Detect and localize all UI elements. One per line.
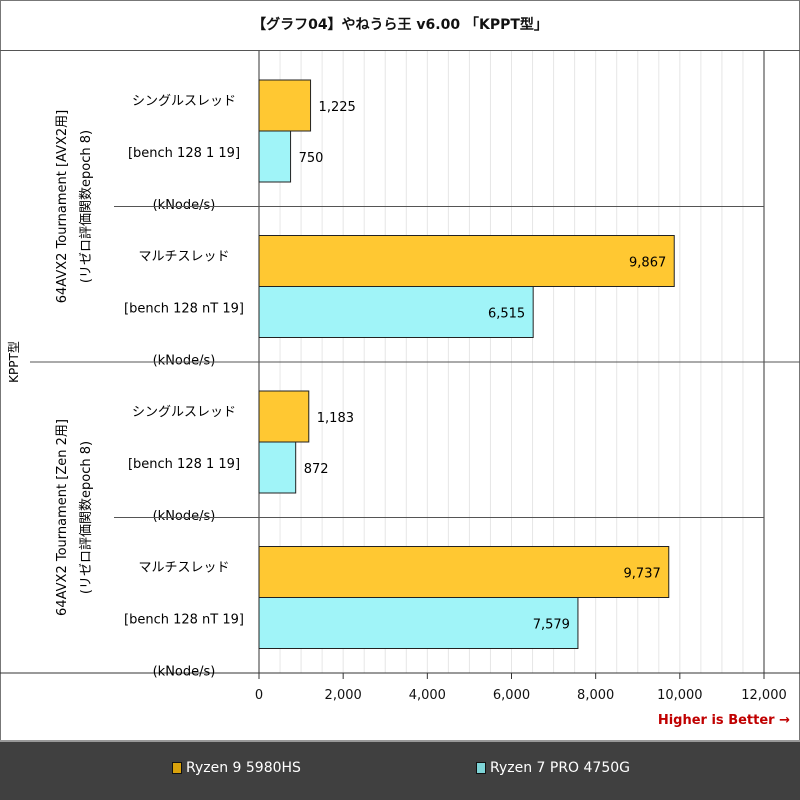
category-label: シングルスレッド	[132, 405, 236, 420]
bar-chart: 0 2,000 4,000 6,000 8,000 10,000 12,000 KPPT型 64…	[0, 51, 800, 703]
legend: Ryzen 9 5980HS Ryzen 7 PRO 4750G	[0, 740, 800, 800]
legend-swatch	[172, 762, 182, 774]
higher-is-better-note: Higher is Better →	[657, 713, 790, 728]
bar-ryzen9	[258, 79, 312, 132]
x-tick-label: 10,000	[657, 688, 703, 703]
x-tick-label: 8,000	[577, 688, 614, 703]
group-label: (リゼロ評価関数epoch 8)	[79, 441, 94, 594]
data-label: 1,183	[317, 411, 354, 426]
bar-ryzen7	[258, 130, 292, 183]
category-label: (kNode/s)	[153, 198, 216, 213]
bar-ryzen9	[258, 546, 670, 598]
category-label: マルチスレッド	[138, 561, 229, 576]
group-label: 64AVX2 Tournament [AVX2用]	[55, 110, 70, 303]
bar-ryzen7	[258, 441, 297, 494]
data-label: 6,515	[488, 307, 525, 322]
category-label: (kNode/s)	[153, 509, 216, 524]
category-label: [bench 128 nT 19]	[124, 302, 244, 317]
category-label: (kNode/s)	[153, 665, 216, 680]
data-label: 750	[299, 151, 324, 166]
x-tick-label: 2,000	[325, 688, 362, 703]
x-tick-label: 6,000	[493, 688, 530, 703]
bar-ryzen7	[258, 597, 579, 649]
x-tick-label: 12,000	[741, 688, 787, 703]
bar-ryzen7	[258, 286, 534, 338]
group-label: (リゼロ評価関数epoch 8)	[79, 130, 94, 283]
category-label: (kNode/s)	[153, 354, 216, 369]
category-label: [bench 128 1 19]	[128, 457, 240, 472]
category-label: [bench 128 nT 19]	[124, 613, 244, 628]
data-label: 1,225	[319, 100, 356, 115]
bar-ryzen9	[258, 235, 675, 287]
x-tick-label: 0	[255, 688, 263, 703]
legend-swatch	[476, 762, 486, 774]
category-label: シングルスレッド	[132, 94, 236, 109]
data-label: 872	[304, 462, 329, 477]
category-label: [bench 128 1 19]	[128, 146, 240, 161]
legend-item-ryzen9: Ryzen 9 5980HS	[172, 760, 301, 776]
data-label: 7,579	[533, 618, 570, 633]
category-label: マルチスレッド	[138, 250, 229, 265]
outer-group-label: KPPT型	[7, 341, 21, 383]
data-label: 9,737	[624, 567, 661, 582]
bar-ryzen9	[258, 390, 310, 443]
data-label: 9,867	[629, 256, 666, 271]
legend-label: Ryzen 7 PRO 4750G	[490, 760, 631, 776]
title-divider	[0, 50, 800, 51]
x-tick-label: 4,000	[409, 688, 446, 703]
legend-label: Ryzen 9 5980HS	[186, 760, 301, 776]
chart-title: 【グラフ04】やねうら王 v6.00 「KPPT型」	[252, 17, 548, 33]
group-label: 64AVX2 Tournament [Zen 2用]	[55, 419, 70, 616]
legend-item-ryzen7: Ryzen 7 PRO 4750G	[476, 760, 630, 776]
